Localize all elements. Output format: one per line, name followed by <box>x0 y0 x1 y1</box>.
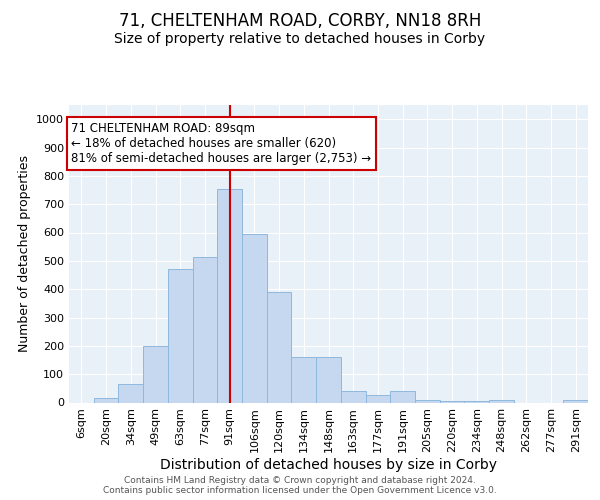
Bar <box>365 395 390 402</box>
X-axis label: Distribution of detached houses by size in Corby: Distribution of detached houses by size … <box>160 458 497 472</box>
Text: Contains HM Land Registry data © Crown copyright and database right 2024.
Contai: Contains HM Land Registry data © Crown c… <box>103 476 497 495</box>
Bar <box>118 384 143 402</box>
Bar <box>440 401 464 402</box>
Bar <box>292 357 316 403</box>
Bar <box>415 400 440 402</box>
Bar <box>168 270 193 402</box>
Bar <box>267 292 292 403</box>
Text: 71, CHELTENHAM ROAD, CORBY, NN18 8RH: 71, CHELTENHAM ROAD, CORBY, NN18 8RH <box>119 12 481 30</box>
Text: Size of property relative to detached houses in Corby: Size of property relative to detached ho… <box>115 32 485 46</box>
Bar <box>563 400 588 402</box>
Bar <box>341 390 365 402</box>
Y-axis label: Number of detached properties: Number of detached properties <box>17 155 31 352</box>
Bar <box>217 188 242 402</box>
Text: 71 CHELTENHAM ROAD: 89sqm
← 18% of detached houses are smaller (620)
81% of semi: 71 CHELTENHAM ROAD: 89sqm ← 18% of detac… <box>71 122 371 165</box>
Bar <box>390 390 415 402</box>
Bar <box>242 234 267 402</box>
Bar <box>489 400 514 402</box>
Bar <box>193 256 217 402</box>
Bar <box>464 401 489 402</box>
Bar <box>316 357 341 403</box>
Bar <box>94 398 118 402</box>
Bar <box>143 346 168 403</box>
